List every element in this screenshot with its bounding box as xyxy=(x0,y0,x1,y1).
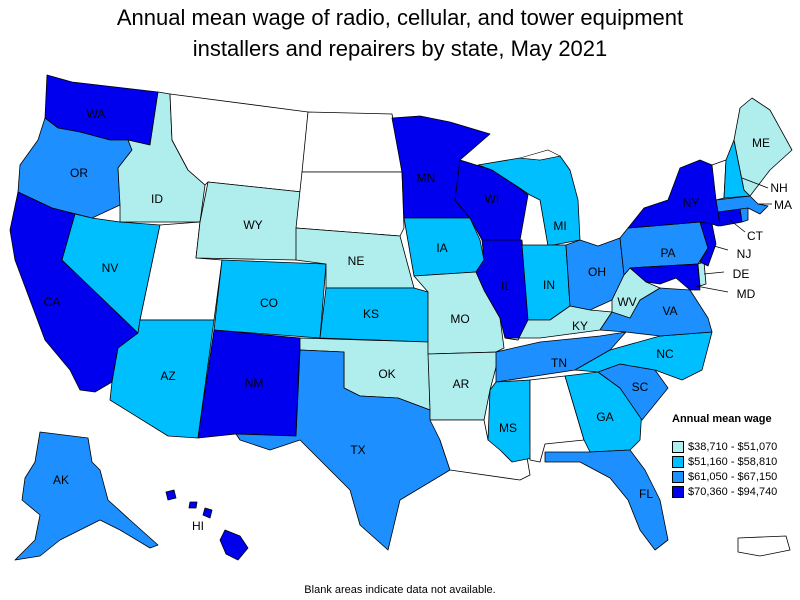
legend-swatch xyxy=(672,455,684,468)
state-nc[interactable] xyxy=(574,331,713,381)
state-az[interactable] xyxy=(109,319,215,439)
state-label-ny: NY xyxy=(683,196,700,210)
state-label-az: AZ xyxy=(160,369,175,383)
state-label-mn: MN xyxy=(417,171,436,185)
state-pr[interactable] xyxy=(737,535,791,557)
state-label-sc: SC xyxy=(632,380,649,394)
state-label-pa: PA xyxy=(660,246,675,260)
state-ky[interactable] xyxy=(504,305,613,341)
state-label-ca: CA xyxy=(44,295,61,309)
state-label-id: ID xyxy=(151,192,163,206)
state-label-va: VA xyxy=(662,304,677,318)
map-title: Annual mean wage of radio, cellular, and… xyxy=(0,2,800,64)
state-label-nv: NV xyxy=(102,261,119,275)
state-label-il: IL xyxy=(501,279,511,293)
state-label-ne: NE xyxy=(348,254,365,268)
state-label-ok: OK xyxy=(378,367,395,381)
state-label-md: MD xyxy=(737,287,756,301)
state-label-ks: KS xyxy=(363,307,379,321)
legend-label: $61,050 - $67,150 xyxy=(688,470,778,483)
state-la[interactable] xyxy=(429,419,531,481)
map-title-line-1: Annual mean wage of radio, cellular, and… xyxy=(116,5,684,30)
state-me[interactable] xyxy=(733,97,793,197)
state-label-ar: AR xyxy=(453,377,470,391)
legend-item: $61,050 - $67,150 xyxy=(672,469,800,484)
legend-swatch xyxy=(672,440,684,453)
state-label-nh: NH xyxy=(770,181,787,195)
footnote: Blank areas indicate data not available. xyxy=(304,584,496,596)
legend-swatch xyxy=(672,485,684,498)
state-label-nc: NC xyxy=(656,347,674,361)
state-label-wy: WY xyxy=(243,218,262,232)
legend-label: $70,360 - $94,740 xyxy=(688,485,778,498)
legend-label: $51,160 - $58,810 xyxy=(688,455,778,468)
state-label-nj: NJ xyxy=(737,247,752,261)
state-label-wa: WA xyxy=(87,107,106,121)
state-label-or: OR xyxy=(70,166,88,180)
legend-item: $38,710 - $51,070 xyxy=(672,439,800,454)
legend-swatch xyxy=(672,470,684,483)
state-label-ma: MA xyxy=(774,198,792,212)
state-label-hi: HI xyxy=(192,519,204,533)
state-label-co: CO xyxy=(260,296,278,310)
map-legend: Annual mean wage $38,710 - $51,070 $51,1… xyxy=(672,413,800,499)
state-label-de: DE xyxy=(733,267,750,281)
state-label-ga: GA xyxy=(596,410,613,424)
state-sd[interactable] xyxy=(295,171,405,237)
state-wy[interactable] xyxy=(195,181,303,261)
state-nd[interactable] xyxy=(301,111,403,173)
legend-item: $70,360 - $94,740 xyxy=(672,484,800,499)
state-ma[interactable] xyxy=(715,195,769,215)
legend-title: Annual mean wage xyxy=(672,413,772,425)
state-label-mo: MO xyxy=(450,312,469,326)
state-label-ct: CT xyxy=(747,229,764,243)
map-title-line-2: installers and repairers by state, May 2… xyxy=(192,36,608,61)
state-label-tx: TX xyxy=(350,443,365,457)
legend-item: $51,160 - $58,810 xyxy=(672,454,800,469)
state-label-in: IN xyxy=(543,278,555,292)
state-label-wi: WI xyxy=(485,192,500,206)
state-tn[interactable] xyxy=(495,331,627,383)
state-label-oh: OH xyxy=(588,265,606,279)
state-label-ia: IA xyxy=(436,241,447,255)
state-label-ky: KY xyxy=(572,319,588,333)
state-label-fl: FL xyxy=(639,487,653,501)
state-label-me: ME xyxy=(752,136,770,150)
state-ak[interactable] xyxy=(14,431,159,561)
legend-label: $38,710 - $51,070 xyxy=(688,440,778,453)
state-hi[interactable] xyxy=(165,489,249,561)
state-label-wv: WV xyxy=(617,295,636,309)
state-fl[interactable] xyxy=(544,449,669,551)
state-tx[interactable] xyxy=(235,349,451,551)
state-label-nm: NM xyxy=(245,376,264,390)
state-label-mi: MI xyxy=(553,219,566,233)
state-label-ms: MS xyxy=(499,421,517,435)
state-label-ak: AK xyxy=(53,473,69,487)
state-label-tn: TN xyxy=(551,356,567,370)
